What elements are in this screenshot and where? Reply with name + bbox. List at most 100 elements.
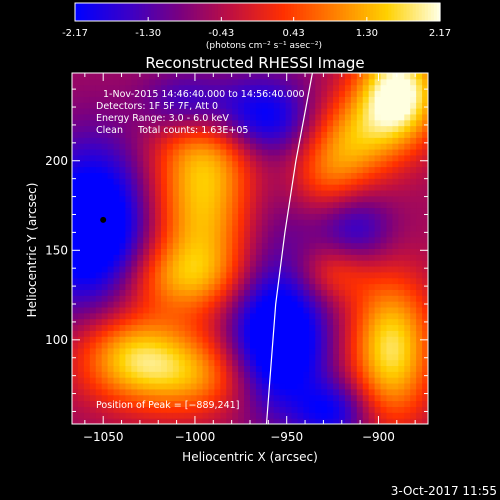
heatmap-cell — [72, 412, 79, 419]
heatmap-cell — [261, 154, 269, 162]
heatmap-cell — [273, 301, 281, 308]
heatmap-cell — [226, 365, 233, 372]
heatmap-cell — [285, 307, 293, 314]
heatmap-cell — [410, 131, 417, 138]
heatmap-cell — [250, 149, 257, 156]
heatmap-cell — [410, 347, 417, 355]
heatmap-cell — [356, 336, 364, 343]
heatmap-cell — [107, 365, 115, 372]
heatmap-cell — [327, 347, 334, 355]
heatmap-cell — [155, 113, 162, 121]
heatmap-cell — [137, 172, 144, 179]
heatmap-cell — [190, 102, 198, 109]
heatmap-cell — [255, 347, 263, 355]
heatmap-cell — [261, 207, 269, 214]
heatmap-cell — [113, 78, 120, 86]
heatmap-cell — [196, 131, 204, 138]
heatmap-cell — [250, 312, 257, 320]
heatmap-cell — [178, 254, 186, 261]
heatmap-cell — [89, 365, 97, 372]
heatmap-cell — [315, 312, 322, 320]
heatmap-cell — [255, 184, 263, 191]
heatmap-cell — [321, 184, 328, 191]
heatmap-cell — [196, 312, 204, 320]
heatmap-cell — [184, 166, 192, 173]
heatmap-cell — [416, 283, 423, 290]
heatmap-cell — [250, 324, 257, 331]
heatmap-cell — [362, 312, 370, 320]
heatmap-cell — [362, 207, 370, 214]
heatmap-cell — [255, 266, 263, 273]
heatmap-cell — [327, 242, 334, 249]
heatmap-cell — [72, 377, 79, 384]
heatmap-cell — [333, 301, 340, 308]
heatmap-cell — [190, 131, 198, 138]
heatmap-cell — [184, 353, 192, 361]
heatmap-cell — [374, 190, 382, 197]
heatmap-cell — [178, 295, 186, 302]
heatmap-cell — [107, 266, 115, 273]
colorbar-cell — [245, 3, 249, 21]
heatmap-cell — [416, 113, 423, 121]
heatmap-cell — [356, 102, 364, 109]
heatmap-cell — [250, 96, 257, 103]
heatmap-cell — [161, 225, 168, 232]
heatmap-cell — [255, 400, 263, 407]
heatmap-cell — [166, 383, 174, 390]
heatmap-cell — [95, 318, 103, 326]
heatmap-cell — [297, 418, 304, 425]
heatmap-cell — [77, 154, 85, 162]
heatmap-cell — [285, 125, 293, 132]
heatmap-cell — [184, 225, 192, 232]
heatmap-cell — [291, 324, 298, 331]
heatmap-cell — [285, 418, 293, 425]
heatmap-cell — [398, 406, 405, 413]
heatmap-cell — [398, 347, 405, 355]
heatmap-cell — [267, 307, 275, 314]
heatmap-cell — [155, 277, 162, 285]
heatmap-cell — [232, 324, 239, 331]
heatmap-cell — [202, 73, 209, 80]
heatmap-cell — [309, 318, 316, 326]
heatmap-cell — [267, 125, 275, 132]
heatmap-cell — [119, 84, 126, 92]
heatmap-cell — [404, 166, 411, 173]
heatmap-cell — [350, 230, 358, 238]
heatmap-cell — [131, 283, 138, 290]
heatmap-cell — [89, 84, 97, 92]
heatmap-cell — [303, 178, 310, 185]
heatmap-cell — [350, 394, 358, 402]
heatmap-cell — [339, 388, 346, 396]
heatmap-cell — [137, 412, 144, 419]
heatmap-cell — [285, 301, 293, 308]
heatmap-cell — [321, 289, 328, 296]
heatmap-cell — [143, 248, 150, 255]
heatmap-cell — [267, 412, 275, 419]
heatmap-cell — [344, 394, 352, 402]
heatmap-cell — [386, 336, 393, 343]
heatmap-cell — [327, 172, 334, 179]
heatmap-cell — [416, 330, 423, 337]
heatmap-cell — [95, 154, 103, 162]
heatmap-cell — [255, 102, 263, 109]
heatmap-cell — [368, 301, 376, 308]
heatmap-cell — [196, 160, 204, 168]
heatmap-cell — [398, 371, 405, 378]
heatmap-cell — [77, 160, 85, 168]
heatmap-cell — [155, 412, 162, 419]
heatmap-cell — [285, 213, 293, 220]
heatmap-cell — [166, 388, 174, 396]
heatmap-cell — [113, 383, 120, 390]
heatmap-cell — [196, 324, 204, 331]
heatmap-cell — [309, 289, 316, 296]
heatmap-cell — [398, 137, 405, 144]
heatmap-cell — [344, 388, 352, 396]
heatmap-cell — [344, 190, 352, 197]
heatmap-cell — [398, 394, 405, 402]
heatmap-cell — [178, 219, 186, 226]
heatmap-cell — [327, 125, 334, 132]
heatmap-cell — [344, 277, 352, 285]
heatmap-cell — [172, 371, 180, 378]
heatmap-cell — [344, 207, 352, 214]
heatmap-cell — [309, 324, 316, 331]
